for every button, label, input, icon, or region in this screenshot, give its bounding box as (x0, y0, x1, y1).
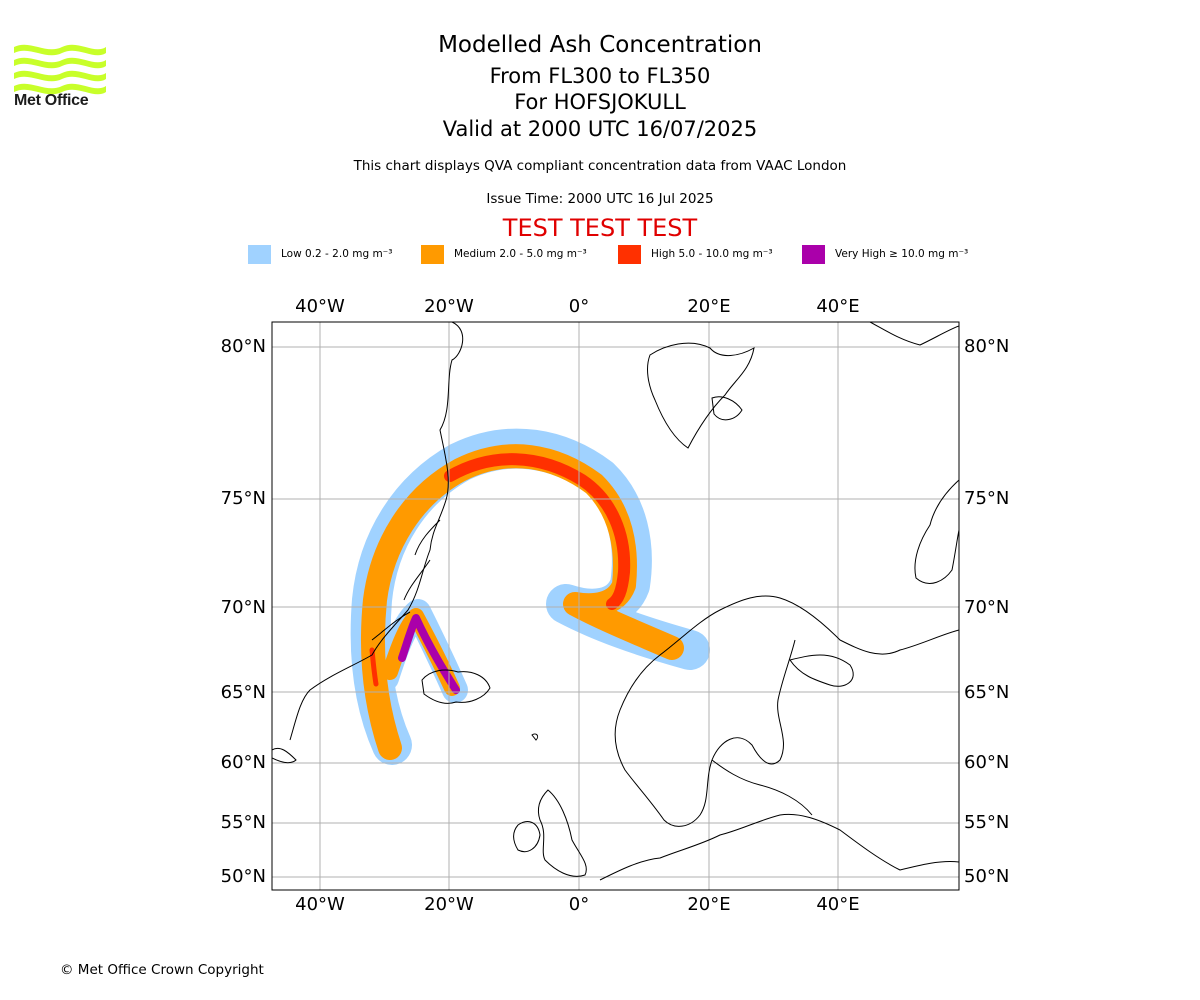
lon-label: 40°E (816, 296, 859, 317)
legend-swatch-low (248, 244, 271, 264)
lon-label: 0° (569, 894, 589, 915)
baltic-coast (711, 759, 813, 816)
met-office-wave-icon (14, 44, 106, 95)
lon-label: 20°W (424, 894, 474, 915)
coastlines (272, 322, 959, 881)
lat-label: 55°N (221, 812, 266, 833)
gridlines (272, 322, 959, 890)
lat-label: 80°N (964, 336, 1009, 357)
lon-label: 20°E (687, 894, 730, 915)
plume-high-spots (369, 647, 379, 687)
greenland-south-tip (272, 747, 297, 764)
faroe-islands (531, 733, 539, 741)
met-office-logo-text: Met Office (14, 92, 89, 109)
legend-label-medium: Medium 2.0 - 5.0 mg m⁻³ (454, 248, 587, 260)
longitude-labels-top: 40°W 20°W 0° 20°E 40°E (295, 296, 859, 317)
legend-item-low: Low 0.2 - 2.0 mg m⁻³ (248, 244, 392, 264)
legend-item-medium: Medium 2.0 - 5.0 mg m⁻³ (421, 244, 587, 264)
flight-level-range: From FL300 to FL350 (489, 64, 711, 88)
svalbard (647, 342, 755, 449)
lat-label: 70°N (964, 597, 1009, 618)
lat-label: 75°N (964, 488, 1009, 509)
issue-time: Issue Time: 2000 UTC 16 Jul 2025 (486, 191, 714, 207)
lat-label: 50°N (221, 866, 266, 887)
lat-label: 60°N (221, 752, 266, 773)
test-banner: TEST TEST TEST (502, 214, 698, 242)
ireland (513, 821, 541, 853)
europe-mainland (599, 813, 959, 881)
lat-label: 65°N (221, 682, 266, 703)
lat-label: 65°N (964, 682, 1009, 703)
lat-label: 70°N (221, 597, 266, 618)
lon-label: 20°E (687, 296, 730, 317)
legend-swatch-very-high (802, 244, 825, 264)
legend-item-very-high: Very High ≥ 10.0 mg m⁻³ (802, 244, 968, 264)
greenland-fjords (371, 519, 441, 641)
chart-title: Modelled Ash Concentration (438, 32, 762, 58)
greenland-east-coast (289, 322, 464, 741)
met-office-logo (14, 44, 106, 95)
longitude-labels-bottom: 40°W 20°W 0° 20°E 40°E (295, 894, 859, 915)
franz-josef-land (869, 322, 959, 346)
qva-subtitle: This chart displays QVA compliant concen… (353, 158, 847, 174)
novaya-zemlya (914, 479, 959, 584)
latitude-labels-right: 80°N 75°N 70°N 65°N 60°N 55°N 50°N (964, 336, 1009, 887)
lon-label: 40°W (295, 296, 345, 317)
lat-label: 60°N (964, 752, 1009, 773)
legend-item-high: High 5.0 - 10.0 mg m⁻³ (618, 244, 773, 264)
lon-label: 40°W (295, 894, 345, 915)
valid-time: Valid at 2000 UTC 16/07/2025 (442, 117, 758, 141)
legend-swatch-high (618, 244, 641, 264)
ash-plume (350, 428, 710, 765)
copyright-notice: © Met Office Crown Copyright (60, 962, 264, 978)
volcano-name: For HOFSJOKULL (514, 90, 686, 114)
scandinavia (614, 595, 959, 827)
lat-label: 55°N (964, 812, 1009, 833)
map-frame (271, 321, 960, 891)
svalbard-east (711, 396, 743, 421)
legend-label-low: Low 0.2 - 2.0 mg m⁻³ (281, 248, 393, 260)
british-isles (537, 789, 587, 877)
legend-label-very-high: Very High ≥ 10.0 mg m⁻³ (835, 248, 969, 260)
legend-swatch-medium (421, 244, 444, 264)
lat-label: 75°N (221, 488, 266, 509)
lon-label: 40°E (816, 894, 859, 915)
kola-peninsula (789, 654, 854, 687)
lon-label: 20°W (424, 296, 474, 317)
iceland (421, 669, 491, 704)
lat-label: 50°N (964, 866, 1009, 887)
lon-label: 0° (569, 296, 589, 317)
lat-label: 80°N (221, 336, 266, 357)
latitude-labels-left: 80°N 75°N 70°N 65°N 60°N 55°N 50°N (221, 336, 266, 887)
legend-label-high: High 5.0 - 10.0 mg m⁻³ (651, 248, 773, 260)
